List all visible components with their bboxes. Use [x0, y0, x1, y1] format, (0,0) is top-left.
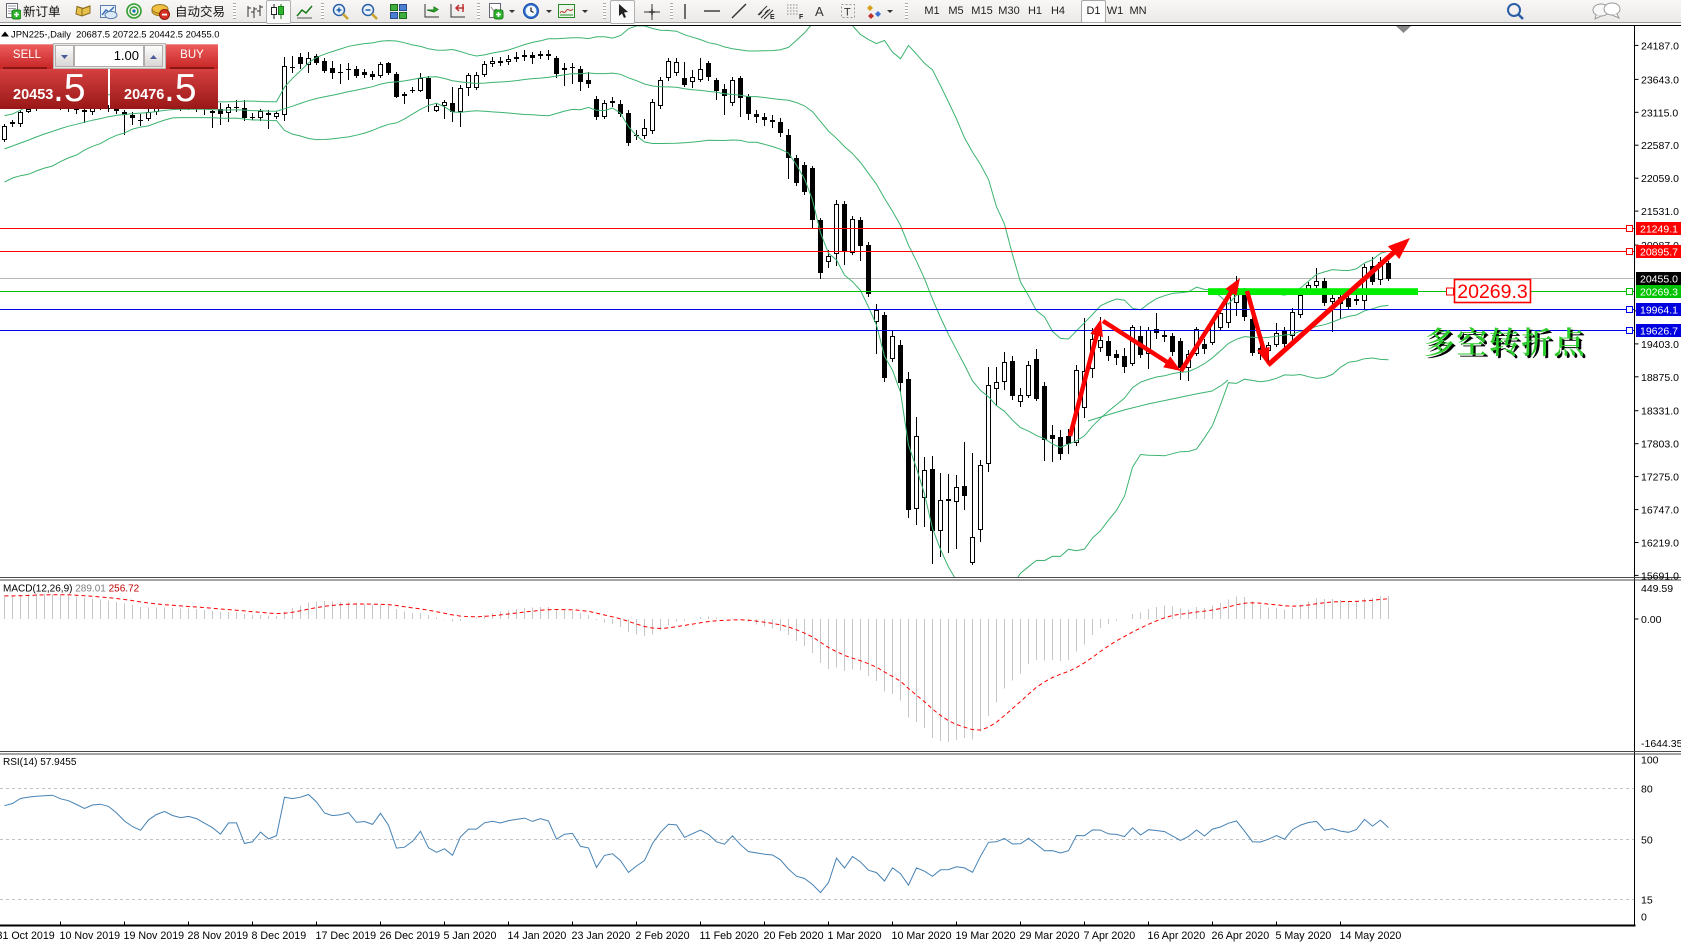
svg-text:T: T: [844, 7, 851, 19]
svg-text:21531.0: 21531.0: [1641, 206, 1679, 218]
svg-text:F: F: [799, 14, 804, 21]
svg-text:-1644.35: -1644.35: [1641, 738, 1681, 750]
svg-text:26 Apr 2020: 26 Apr 2020: [1212, 930, 1270, 942]
svg-text:22587.0: 22587.0: [1641, 140, 1679, 152]
svg-text:17803.0: 17803.0: [1641, 439, 1679, 451]
svg-text:23643.0: 23643.0: [1641, 74, 1679, 86]
svg-text:29 Mar 2020: 29 Mar 2020: [1020, 930, 1080, 942]
svg-text:11 Feb 2020: 11 Feb 2020: [700, 930, 759, 942]
svg-text:0.00: 0.00: [1641, 614, 1662, 626]
svg-text:17275.0: 17275.0: [1641, 472, 1679, 484]
svg-text:0: 0: [1641, 912, 1647, 924]
svg-text:16 Apr 2020: 16 Apr 2020: [1148, 930, 1206, 942]
svg-text:24187.0: 24187.0: [1641, 40, 1679, 52]
svg-text:1 Mar 2020: 1 Mar 2020: [828, 930, 882, 942]
svg-text:14 May 2020: 14 May 2020: [1340, 930, 1402, 942]
svg-text:23 Jan 2020: 23 Jan 2020: [572, 930, 631, 942]
svg-text:19626.7: 19626.7: [1640, 326, 1678, 338]
svg-text:18875.0: 18875.0: [1641, 372, 1679, 384]
svg-text:100: 100: [1641, 755, 1659, 767]
svg-text:19 Mar 2020: 19 Mar 2020: [956, 930, 1016, 942]
svg-text:15: 15: [1641, 895, 1653, 907]
svg-text:5 May 2020: 5 May 2020: [1276, 930, 1332, 942]
svg-text:20 Feb 2020: 20 Feb 2020: [764, 930, 824, 942]
svg-text:31 Oct 2019: 31 Oct 2019: [0, 930, 55, 942]
svg-text:26 Dec 2019: 26 Dec 2019: [380, 930, 441, 942]
svg-text:16747.0: 16747.0: [1641, 505, 1679, 517]
svg-text:21249.1: 21249.1: [1640, 224, 1678, 236]
svg-text:20269.3: 20269.3: [1640, 287, 1678, 299]
svg-text:A: A: [815, 4, 824, 19]
svg-text:20895.7: 20895.7: [1640, 247, 1678, 259]
svg-text:2 Feb 2020: 2 Feb 2020: [636, 930, 690, 942]
svg-text:10 Mar 2020: 10 Mar 2020: [892, 930, 952, 942]
svg-text:17 Dec 2019: 17 Dec 2019: [316, 930, 377, 942]
svg-text:80: 80: [1641, 784, 1653, 796]
svg-text:16219.0: 16219.0: [1641, 538, 1679, 550]
svg-text:19403.0: 19403.0: [1641, 339, 1679, 351]
svg-text:7 Apr 2020: 7 Apr 2020: [1084, 930, 1136, 942]
svg-text:28 Nov 2019: 28 Nov 2019: [188, 930, 249, 942]
svg-text:14 Jan 2020: 14 Jan 2020: [508, 930, 567, 942]
svg-text:449.59: 449.59: [1641, 583, 1673, 595]
svg-text:RSI(14) 57.9455: RSI(14) 57.9455: [3, 757, 77, 768]
svg-text:20269.3: 20269.3: [1457, 281, 1528, 303]
svg-text:50: 50: [1641, 835, 1653, 847]
svg-text:20455.0: 20455.0: [1640, 274, 1678, 286]
svg-text:23115.0: 23115.0: [1641, 107, 1678, 119]
svg-text:MACD(12,26,9) 289.01 256.72: MACD(12,26,9) 289.01 256.72: [3, 584, 140, 595]
svg-text:10 Nov 2019: 10 Nov 2019: [60, 930, 121, 942]
svg-text:15691.0: 15691.0: [1641, 570, 1679, 582]
svg-text:E: E: [770, 14, 775, 21]
svg-text:19 Nov 2019: 19 Nov 2019: [124, 930, 185, 942]
svg-text:JPN225-,Daily 20687.5 20722.5: JPN225-,Daily 20687.5 20722.5 20442.5 20…: [11, 29, 220, 40]
svg-text:18331.0: 18331.0: [1641, 406, 1679, 418]
svg-text:22059.0: 22059.0: [1641, 173, 1679, 185]
svg-text:19964.1: 19964.1: [1640, 305, 1678, 317]
svg-text:5 Jan 2020: 5 Jan 2020: [444, 930, 497, 942]
svg-text:8 Dec 2019: 8 Dec 2019: [252, 930, 307, 942]
